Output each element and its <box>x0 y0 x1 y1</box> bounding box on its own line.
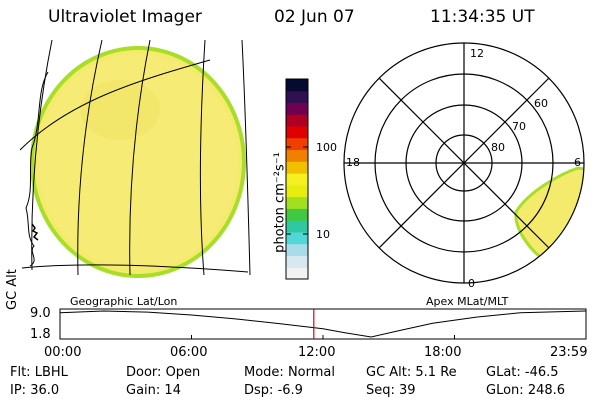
orbit-xtick-1200: 12:00 <box>298 345 336 360</box>
colorbar-segment <box>286 255 308 268</box>
colorbar-segment <box>286 161 308 174</box>
orbit-ytick-top: 9.0 <box>30 306 51 321</box>
mlat-label-60: 60 <box>534 97 548 110</box>
geographic-caption: Geographic Lat/Lon <box>70 295 178 308</box>
colorbar-segment <box>286 208 308 221</box>
mlt-label-18: 18 <box>346 156 360 169</box>
orbit-xtick-1800: 18:00 <box>424 345 462 360</box>
orbit-xtick-0600: 06:00 <box>170 345 208 360</box>
mlat-label-70: 70 <box>512 120 526 133</box>
orbit-altitude-plot <box>59 308 587 340</box>
info-glon: GLon: 248.6 <box>486 383 566 398</box>
colorbar-segment <box>286 267 308 280</box>
mlat-label-80: 80 <box>491 141 505 154</box>
colorbar-segment <box>286 231 308 245</box>
colorbar-segment <box>286 220 308 233</box>
geographic-image <box>20 40 251 278</box>
colorbar-tick-100: 100 <box>316 141 337 154</box>
info-seq: Seq: 39 <box>366 383 416 398</box>
info-gain: Gain: 14 <box>126 383 181 398</box>
colorbar-segment <box>286 243 308 256</box>
info-filter: Flt: LBHL <box>10 365 68 380</box>
mlt-label-0: 0 <box>468 277 475 290</box>
info-dsp: Dsp: -6.9 <box>244 383 303 398</box>
colorbar-segment <box>286 149 308 162</box>
info-mode: Mode: Normal <box>244 365 335 380</box>
header-time: 11:34:35 UT <box>430 7 535 27</box>
colorbar-segment <box>286 102 308 115</box>
orbit-xtick-2359: 23:59 <box>550 345 588 360</box>
header-date: 02 Jun 07 <box>274 7 355 27</box>
colorbar-unit-label: photon cm⁻²s⁻¹ <box>272 152 288 253</box>
orbit-ytick-bottom: 1.8 <box>30 327 51 342</box>
info-glat: GLat: -46.5 <box>486 365 559 380</box>
mlt-label-6: 6 <box>574 156 581 169</box>
info-ip: IP: 36.0 <box>10 383 60 398</box>
orbit-xtick-0000: 00:00 <box>44 345 82 360</box>
orbit-ylabel: GC Alt <box>5 269 20 310</box>
color-bar <box>285 78 309 280</box>
apex-caption: Apex MLat/MLT <box>426 295 509 308</box>
colorbar-tick-10: 10 <box>316 228 330 241</box>
info-door: Door: Open <box>126 365 201 380</box>
colorbar-segment <box>286 126 308 139</box>
colorbar-segment <box>286 114 308 127</box>
colorbar-segment <box>286 196 308 209</box>
mlt-label-12: 12 <box>470 47 484 60</box>
app-title: Ultraviolet Imager <box>48 7 202 27</box>
info-gc-alt: GC Alt: 5.1 Re <box>366 365 457 380</box>
polar-plot <box>343 42 585 284</box>
colorbar-segment <box>286 184 308 198</box>
colorbar-segment <box>286 173 308 186</box>
colorbar-segment <box>286 79 308 92</box>
colorbar-segment <box>286 137 308 151</box>
colorbar-segment <box>286 90 308 104</box>
